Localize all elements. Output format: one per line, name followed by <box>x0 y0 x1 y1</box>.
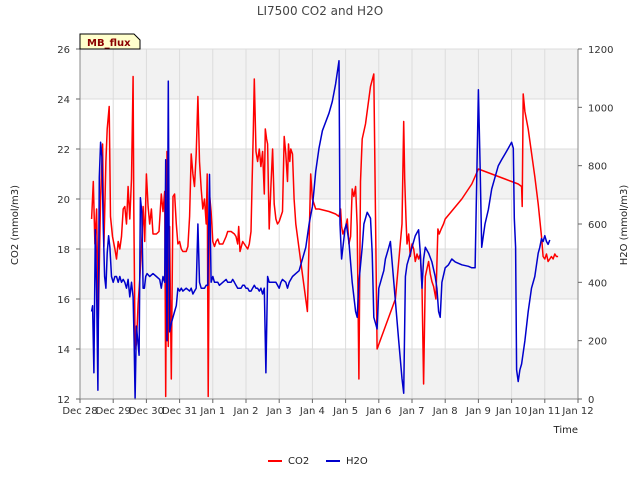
y-tick-left-label: 24 <box>57 95 70 106</box>
y-tick-right-label: 600 <box>588 220 607 231</box>
legend-label-h2o: H2O <box>346 456 368 467</box>
grid-bands <box>80 49 578 399</box>
y-tick-right-label: 200 <box>588 337 607 348</box>
y-axis-label-left: CO2 (mmol/m3) <box>10 185 21 265</box>
x-tick-label: Jan 9 <box>465 406 491 417</box>
x-tick-label: Dec 29 <box>96 406 131 417</box>
x-tick-label: Jan 10 <box>495 406 527 417</box>
grid-band <box>80 149 578 199</box>
x-tick-label: Jan 6 <box>365 406 391 417</box>
x-tick-label: Jan 3 <box>266 406 292 417</box>
y-axis-label-right: H2O (mmol/m3) <box>619 185 630 266</box>
x-tick-label: Jan 4 <box>299 406 325 417</box>
y-tick-left-label: 16 <box>57 295 70 306</box>
legend-label-co2: CO2 <box>288 456 309 467</box>
x-axis-label: Time <box>553 425 578 436</box>
ticks: 12 14 16 18 20 22 24 26 0 200 400 600 800 1000 1200 Dec… <box>57 45 613 417</box>
series-line-h2o <box>90 59 551 400</box>
x-tick-label: Dec 30 <box>129 406 164 417</box>
grid-band <box>80 249 578 299</box>
y-tick-right-label: 0 <box>588 395 594 406</box>
y-tick-left-label: 14 <box>57 345 70 356</box>
y-tick-left-label: 26 <box>57 45 70 56</box>
grid-band <box>80 349 578 399</box>
y-tick-left-label: 22 <box>57 145 70 156</box>
y-tick-left-label: 18 <box>57 245 70 256</box>
series-line-co2 <box>90 73 559 398</box>
y-tick-left-label: 20 <box>57 195 70 206</box>
grid-band <box>80 49 578 99</box>
y-tick-right-label: 400 <box>588 278 607 289</box>
x-tick-label: Jan 2 <box>233 406 259 417</box>
x-tick-label: Dec 28 <box>62 406 97 417</box>
horizontal-gridlines <box>80 48 578 400</box>
series-co2 <box>90 73 559 398</box>
x-tick-label: Jan 11 <box>528 406 560 417</box>
x-tick-label: Jan 1 <box>199 406 225 417</box>
badge: MB_flux <box>79 33 141 50</box>
series-h2o <box>90 59 551 400</box>
x-tick-label: Dec 31 <box>162 406 197 417</box>
x-tick-label: Jan 5 <box>332 406 358 417</box>
y-tick-right-label: 1000 <box>588 103 613 114</box>
legend: CO2 H2O <box>268 456 368 467</box>
y-tick-right-label: 1200 <box>588 45 613 56</box>
y-tick-left-label: 12 <box>57 395 70 406</box>
badge-label: MB_flux <box>87 38 131 49</box>
x-tick-label: Jan 7 <box>399 406 425 417</box>
chart-title: LI7500 CO2 and H2O <box>257 4 383 18</box>
x-tick-label: Jan 8 <box>432 406 458 417</box>
x-tick-label: Jan 12 <box>561 406 593 417</box>
y-tick-right-label: 800 <box>588 162 607 173</box>
badge-box <box>79 33 141 50</box>
